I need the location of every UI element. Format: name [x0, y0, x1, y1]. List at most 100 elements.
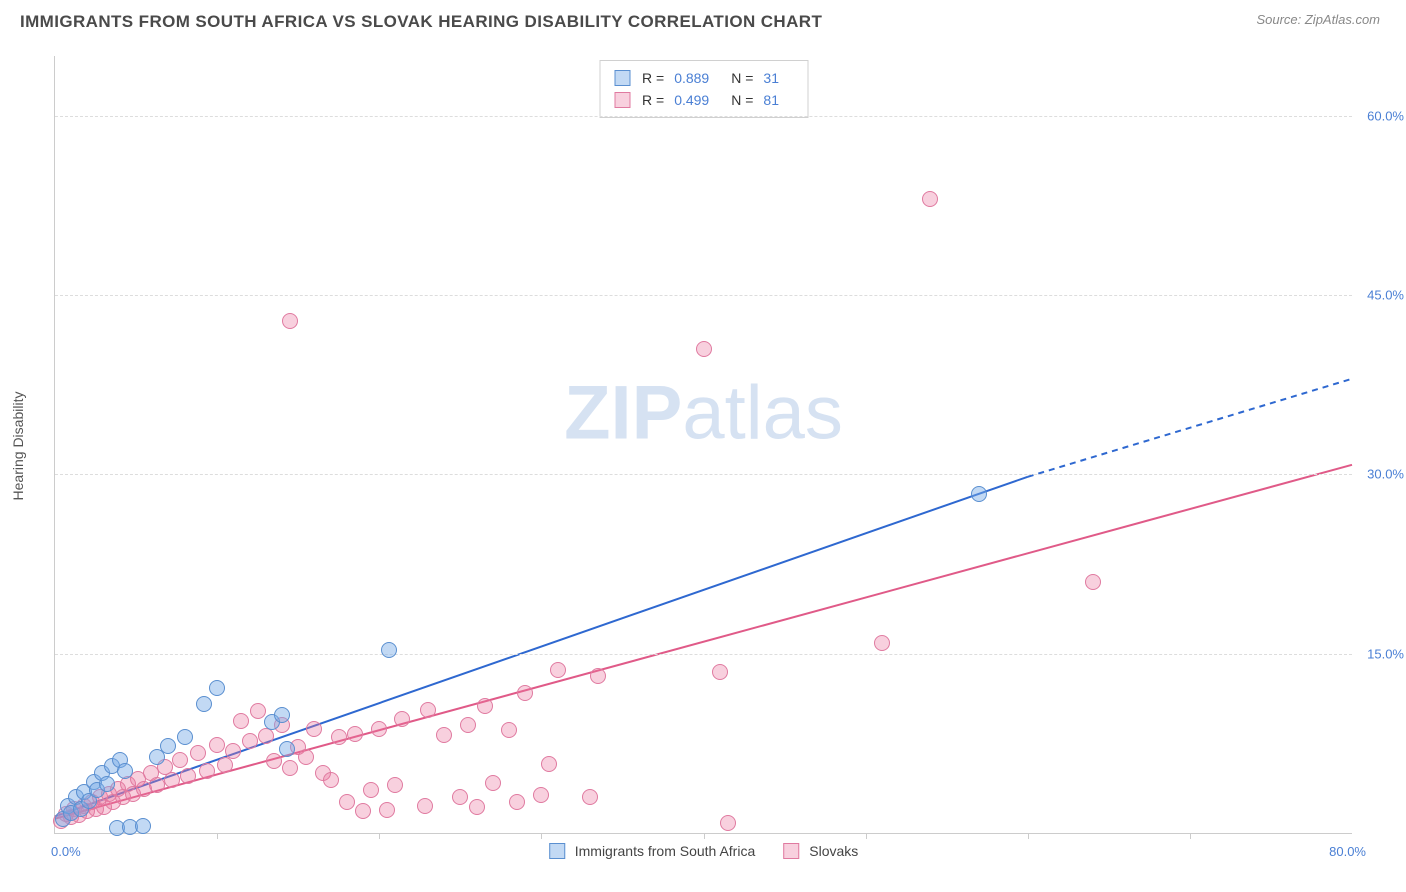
scatter-point-b — [379, 802, 395, 818]
legend-stats-row: R = 0.499 N = 81 — [614, 89, 793, 111]
x-tick — [379, 833, 380, 839]
scatter-point-b — [298, 749, 314, 765]
legend-stats-row: R = 0.889 N = 31 — [614, 67, 793, 89]
y-tick-label: 30.0% — [1356, 467, 1404, 482]
scatter-point-b — [452, 789, 468, 805]
scatter-point-b — [469, 799, 485, 815]
scatter-point-b — [347, 726, 363, 742]
legend-swatch — [549, 843, 565, 859]
x-axis-min-label: 0.0% — [51, 844, 81, 859]
x-tick — [217, 833, 218, 839]
scatter-point-b — [363, 782, 379, 798]
regression-line — [1028, 379, 1352, 477]
legend-r-label: R = — [642, 67, 664, 89]
legend-series-name: Immigrants from South Africa — [575, 843, 756, 859]
scatter-point-b — [306, 721, 322, 737]
scatter-point-a — [196, 696, 212, 712]
x-tick — [541, 833, 542, 839]
scatter-point-b — [233, 713, 249, 729]
scatter-point-b — [164, 772, 180, 788]
legend-r-value: 0.889 — [674, 67, 709, 89]
scatter-point-b — [266, 753, 282, 769]
scatter-point-b — [199, 763, 215, 779]
gridline — [55, 116, 1352, 117]
legend-series-name: Slovaks — [809, 843, 858, 859]
legend-r-value: 0.499 — [674, 89, 709, 111]
legend-n-label: N = — [731, 89, 753, 111]
y-tick-label: 15.0% — [1356, 646, 1404, 661]
scatter-point-b — [485, 775, 501, 791]
scatter-point-a — [99, 776, 115, 792]
legend-n-value: 31 — [763, 67, 779, 89]
scatter-point-b — [712, 664, 728, 680]
legend-n-value: 81 — [763, 89, 779, 111]
chart-title: IMMIGRANTS FROM SOUTH AFRICA VS SLOVAK H… — [20, 12, 822, 32]
scatter-point-b — [331, 729, 347, 745]
scatter-point-b — [720, 815, 736, 831]
scatter-point-b — [436, 727, 452, 743]
scatter-point-b — [282, 313, 298, 329]
scatter-point-b — [420, 702, 436, 718]
gridline — [55, 295, 1352, 296]
scatter-point-b — [355, 803, 371, 819]
scatter-point-b — [517, 685, 533, 701]
scatter-point-b — [250, 703, 266, 719]
legend-stats-box: R = 0.889 N = 31 R = 0.499 N = 81 — [599, 60, 808, 118]
legend-swatch — [783, 843, 799, 859]
scatter-point-b — [190, 745, 206, 761]
gridline — [55, 654, 1352, 655]
scatter-point-b — [217, 757, 233, 773]
scatter-point-b — [696, 341, 712, 357]
legend-swatch — [614, 70, 630, 86]
legend-n-label: N = — [731, 67, 753, 89]
scatter-point-b — [533, 787, 549, 803]
scatter-point-b — [172, 752, 188, 768]
x-tick — [704, 833, 705, 839]
legend-swatch — [614, 92, 630, 108]
chart-plot-area: ZIPatlas R =0.889N =31R =0.499N =81 Immi… — [54, 56, 1352, 834]
scatter-point-a — [209, 680, 225, 696]
scatter-point-b — [209, 737, 225, 753]
x-tick — [866, 833, 867, 839]
scatter-point-b — [149, 777, 165, 793]
bottom-legend-item: Immigrants from South Africa — [549, 843, 756, 859]
scatter-point-a — [274, 707, 290, 723]
scatter-point-b — [1085, 574, 1101, 590]
scatter-point-b — [460, 717, 476, 733]
scatter-point-b — [242, 733, 258, 749]
scatter-point-b — [323, 772, 339, 788]
regression-line — [55, 465, 1352, 819]
scatter-point-b — [922, 191, 938, 207]
scatter-point-b — [258, 728, 274, 744]
scatter-point-b — [180, 768, 196, 784]
scatter-point-b — [387, 777, 403, 793]
scatter-point-a — [160, 738, 176, 754]
y-tick-label: 45.0% — [1356, 288, 1404, 303]
legend-r-label: R = — [642, 89, 664, 111]
x-tick — [1190, 833, 1191, 839]
scatter-point-b — [371, 721, 387, 737]
bottom-legend-item: Slovaks — [783, 843, 858, 859]
scatter-point-b — [509, 794, 525, 810]
scatter-point-b — [394, 711, 410, 727]
y-tick-label: 60.0% — [1356, 108, 1404, 123]
scatter-point-a — [117, 763, 133, 779]
scatter-point-b — [417, 798, 433, 814]
bottom-legend: Immigrants from South Africa Slovaks — [549, 843, 859, 859]
scatter-point-b — [501, 722, 517, 738]
chart-source: Source: ZipAtlas.com — [1256, 12, 1380, 27]
regression-lines-svg — [55, 56, 1352, 833]
scatter-point-a — [381, 642, 397, 658]
x-tick — [1028, 833, 1029, 839]
scatter-point-b — [282, 760, 298, 776]
scatter-point-b — [590, 668, 606, 684]
scatter-point-b — [874, 635, 890, 651]
y-axis-title: Hearing Disability — [10, 392, 26, 501]
scatter-point-a — [279, 741, 295, 757]
scatter-point-b — [582, 789, 598, 805]
scatter-point-b — [225, 743, 241, 759]
scatter-point-a — [135, 818, 151, 834]
gridline — [55, 474, 1352, 475]
scatter-point-a — [177, 729, 193, 745]
x-axis-max-label: 80.0% — [1329, 844, 1366, 859]
